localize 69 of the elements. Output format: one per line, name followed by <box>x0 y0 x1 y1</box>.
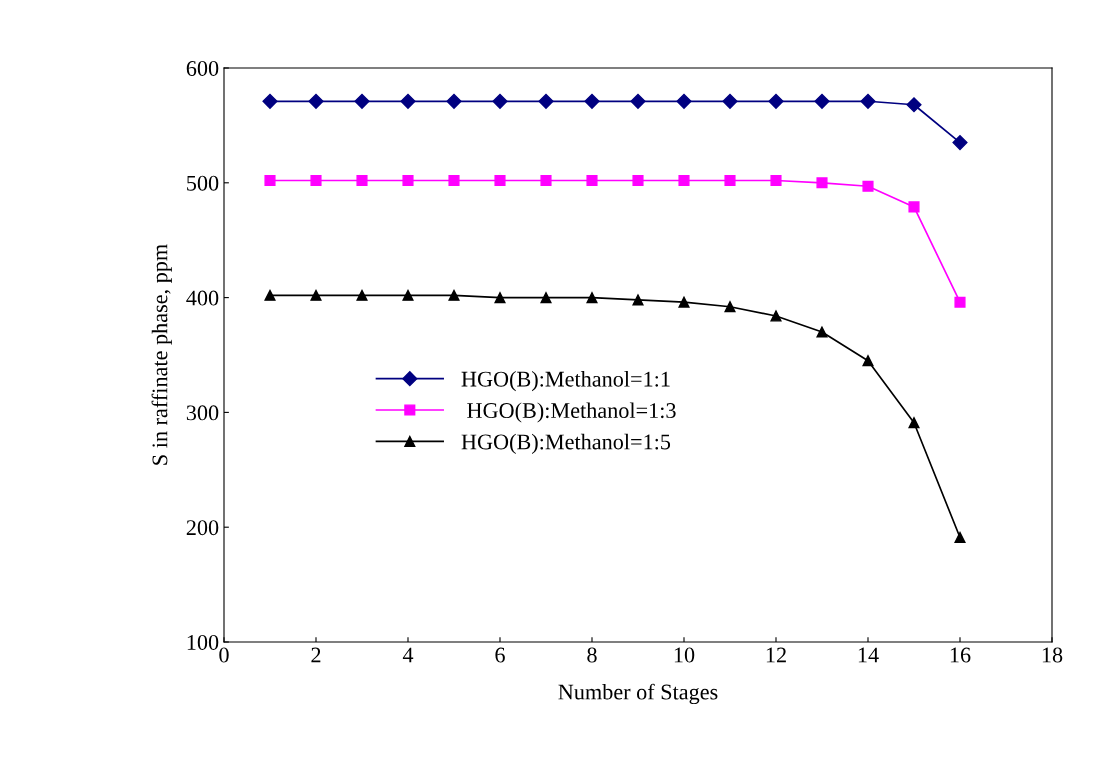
y-tick-label: 200 <box>186 520 219 536</box>
point <box>952 135 968 151</box>
point <box>954 296 966 308</box>
point <box>356 289 368 301</box>
point <box>678 174 690 187</box>
x-tick-label: 6 <box>495 647 505 663</box>
point <box>402 174 414 187</box>
y-tick-label: 600 <box>186 60 219 76</box>
point <box>678 296 690 308</box>
point <box>630 93 646 109</box>
x-tick-label: 10 <box>674 647 695 663</box>
point <box>770 174 782 187</box>
point <box>770 310 782 322</box>
point <box>722 93 738 109</box>
point <box>540 174 552 187</box>
point <box>448 289 460 301</box>
x-tick-label: 4 <box>402 647 414 663</box>
point <box>540 292 552 304</box>
point <box>724 301 736 313</box>
point <box>676 93 692 109</box>
point <box>448 174 460 187</box>
x-tick-label: 18 <box>1042 647 1063 663</box>
y-tick-label: 300 <box>186 405 219 421</box>
point <box>262 93 278 109</box>
x-tick-label: 8 <box>587 647 597 663</box>
x-axis-title: Number of Stages <box>558 683 718 705</box>
point <box>862 180 874 192</box>
point <box>310 174 322 187</box>
point <box>768 93 784 109</box>
point <box>586 292 598 304</box>
legend-label: HGO(B):Methanol=1:5 <box>461 433 671 454</box>
point <box>402 289 414 301</box>
point <box>400 93 416 109</box>
point <box>494 292 506 304</box>
point <box>906 97 922 113</box>
point <box>494 174 506 187</box>
x-tick-label: 0 <box>219 647 229 663</box>
point <box>264 289 276 301</box>
point <box>632 174 644 187</box>
x-tick-label: 14 <box>858 647 879 663</box>
point <box>908 201 920 213</box>
y-tick-label: 500 <box>187 175 219 191</box>
x-tick-label: 12 <box>766 647 786 663</box>
point <box>310 289 322 301</box>
point <box>954 531 966 544</box>
point <box>538 93 554 109</box>
point <box>308 93 324 109</box>
point <box>584 93 600 109</box>
point <box>356 174 368 187</box>
y-tick-label: 100 <box>187 634 219 650</box>
point <box>816 326 828 338</box>
point <box>264 174 276 187</box>
point <box>816 177 828 189</box>
x-tick-label: 16 <box>950 647 971 663</box>
point <box>632 294 644 306</box>
point <box>586 174 598 187</box>
point <box>860 93 876 109</box>
point <box>862 355 874 367</box>
point <box>492 93 508 109</box>
legend-label: HGO(B):Methanol=1:3 <box>467 402 676 423</box>
legend-label: HGO(B):Methanol=1:1 <box>461 370 670 392</box>
y-axis-title: S in raffinate phase, ppm <box>151 244 172 465</box>
y-tick-label: 400 <box>186 290 219 306</box>
point <box>724 174 736 187</box>
point <box>908 417 920 429</box>
point <box>354 93 370 109</box>
point <box>446 93 462 109</box>
x-tick-label: 2 <box>311 647 321 663</box>
point <box>814 93 830 109</box>
